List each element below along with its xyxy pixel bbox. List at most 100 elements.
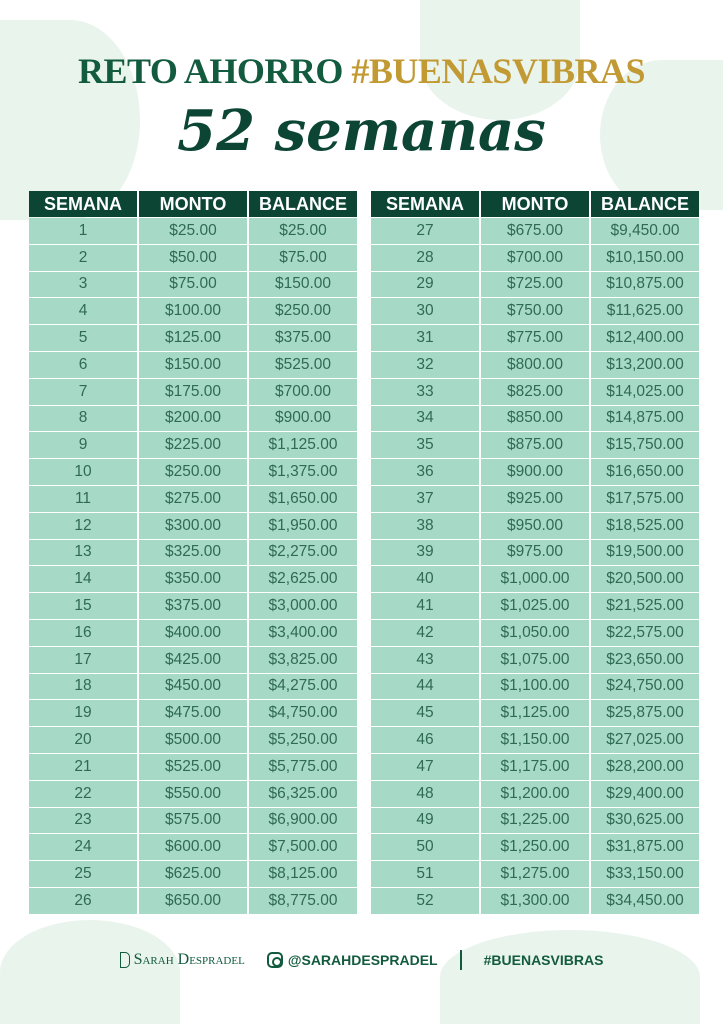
monto-cell: $875.00 [481, 432, 589, 459]
balance-cell: $17,575.00 [591, 485, 699, 512]
table-row: 35 $875.00 $15,750.00 [371, 432, 699, 459]
balance-cell: $29,400.00 [591, 780, 699, 807]
balance-cell: $28,200.00 [591, 753, 699, 780]
semana-cell: 12 [29, 512, 137, 539]
table-row: 48 $1,200.00 $29,400.00 [371, 780, 699, 807]
monto-cell: $575.00 [139, 807, 247, 834]
semana-cell: 27 [371, 218, 479, 244]
balance-cell: $11,625.00 [591, 298, 699, 325]
semana-cell: 26 [29, 887, 137, 914]
balance-cell: $7,500.00 [249, 834, 357, 861]
column-header-monto: MONTO [139, 191, 247, 217]
balance-cell: $27,025.00 [591, 727, 699, 753]
balance-cell: $3,825.00 [249, 646, 357, 673]
balance-cell: $21,525.00 [591, 593, 699, 619]
monto-cell: $350.00 [139, 566, 247, 593]
balance-cell: $30,625.00 [591, 807, 699, 834]
semana-cell: 49 [371, 807, 479, 834]
balance-cell: $9,450.00 [591, 218, 699, 244]
semana-cell: 47 [371, 753, 479, 780]
balance-cell: $8,125.00 [249, 861, 357, 887]
table-row: 10 $250.00 $1,375.00 [29, 459, 357, 485]
balance-cell: $375.00 [249, 325, 357, 351]
semana-cell: 40 [371, 566, 479, 593]
monto-cell: $1,150.00 [481, 727, 589, 753]
table-row: 44 $1,100.00 $24,750.00 [371, 673, 699, 700]
monto-cell: $1,175.00 [481, 753, 589, 780]
table-row: 23 $575.00 $6,900.00 [29, 807, 357, 834]
semana-cell: 20 [29, 727, 137, 753]
monto-cell: $50.00 [139, 244, 247, 271]
monto-cell: $500.00 [139, 727, 247, 753]
monto-cell: $1,100.00 [481, 673, 589, 700]
table-row: 25 $625.00 $8,125.00 [29, 861, 357, 887]
clover-decoration [0, 920, 180, 1024]
table-row: 6 $150.00 $525.00 [29, 351, 357, 378]
monto-cell: $100.00 [139, 298, 247, 325]
table-row: 32 $800.00 $13,200.00 [371, 351, 699, 378]
semana-cell: 24 [29, 834, 137, 861]
brand-logo: Sarah Despradel [119, 951, 245, 969]
table-row: 36 $900.00 $16,650.00 [371, 459, 699, 485]
monto-cell: $225.00 [139, 432, 247, 459]
monto-cell: $975.00 [481, 539, 589, 566]
semana-cell: 9 [29, 432, 137, 459]
monto-cell: $1,050.00 [481, 619, 589, 646]
semana-cell: 25 [29, 861, 137, 887]
semana-cell: 18 [29, 673, 137, 700]
footer: Sarah Despradel @SARAHDESPRADEL #BUENASV… [0, 950, 723, 970]
balance-cell: $150.00 [249, 271, 357, 298]
table-row: 37 $925.00 $17,575.00 [371, 485, 699, 512]
table-row: 3 $75.00 $150.00 [29, 271, 357, 298]
balance-cell: $25,875.00 [591, 700, 699, 727]
table-row: 28 $700.00 $10,150.00 [371, 244, 699, 271]
semana-cell: 23 [29, 807, 137, 834]
monto-cell: $750.00 [481, 298, 589, 325]
semana-cell: 46 [371, 727, 479, 753]
balance-cell: $14,025.00 [591, 378, 699, 405]
table-row: 22 $550.00 $6,325.00 [29, 780, 357, 807]
semana-cell: 1 [29, 218, 137, 244]
clover-decoration [420, 0, 580, 120]
semana-cell: 3 [29, 271, 137, 298]
semana-cell: 52 [371, 887, 479, 914]
monto-cell: $25.00 [139, 218, 247, 244]
table-row: 9 $225.00 $1,125.00 [29, 432, 357, 459]
semana-cell: 15 [29, 593, 137, 619]
table-row: 50 $1,250.00 $31,875.00 [371, 834, 699, 861]
balance-cell: $5,775.00 [249, 753, 357, 780]
page-title: RETO AHORRO #BUENASVIBRAS [0, 50, 723, 92]
balance-cell: $1,650.00 [249, 485, 357, 512]
balance-cell: $18,525.00 [591, 512, 699, 539]
divider [459, 950, 462, 970]
monto-cell: $125.00 [139, 325, 247, 351]
table-row: 41 $1,025.00 $21,525.00 [371, 593, 699, 619]
table-row: 26 $650.00 $8,775.00 [29, 887, 357, 914]
table-row: 8 $200.00 $900.00 [29, 405, 357, 432]
table-row: 12 $300.00 $1,950.00 [29, 512, 357, 539]
monto-cell: $1,075.00 [481, 646, 589, 673]
semana-cell: 4 [29, 298, 137, 325]
balance-cell: $34,450.00 [591, 887, 699, 914]
semana-cell: 10 [29, 459, 137, 485]
semana-cell: 11 [29, 485, 137, 512]
monto-cell: $550.00 [139, 780, 247, 807]
balance-cell: $13,200.00 [591, 351, 699, 378]
instagram-handle: @SARAHDESPRADEL [266, 952, 438, 968]
balance-cell: $700.00 [249, 378, 357, 405]
table-row: 46 $1,150.00 $27,025.00 [371, 727, 699, 753]
brand-name: Sarah Despradel [133, 951, 245, 968]
balance-cell: $250.00 [249, 298, 357, 325]
table-row: 13 $325.00 $2,275.00 [29, 539, 357, 566]
monto-cell: $275.00 [139, 485, 247, 512]
balance-cell: $25.00 [249, 218, 357, 244]
semana-cell: 50 [371, 834, 479, 861]
semana-cell: 2 [29, 244, 137, 271]
balance-cell: $23,650.00 [591, 646, 699, 673]
semana-cell: 33 [371, 378, 479, 405]
monto-cell: $475.00 [139, 700, 247, 727]
table-row: 7 $175.00 $700.00 [29, 378, 357, 405]
monto-cell: $400.00 [139, 619, 247, 646]
monto-cell: $425.00 [139, 646, 247, 673]
monto-cell: $1,125.00 [481, 700, 589, 727]
